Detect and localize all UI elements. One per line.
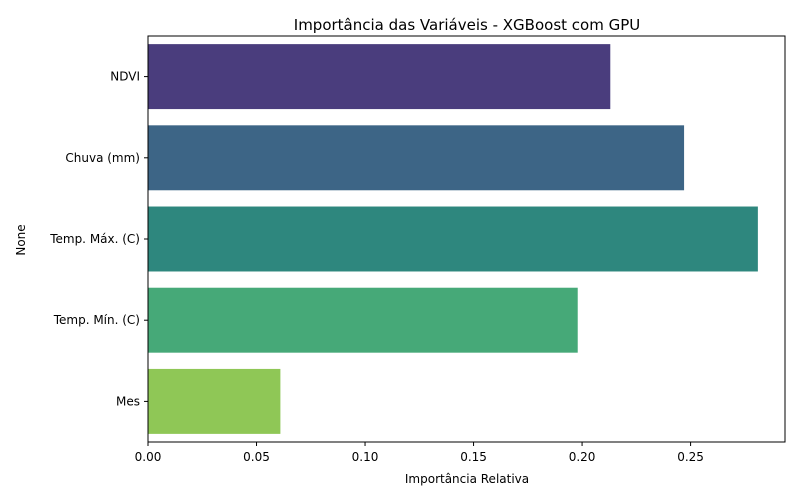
- y-tick-label: NDVI: [110, 70, 140, 84]
- bar-3: [148, 287, 578, 353]
- bar-4: [148, 368, 281, 434]
- y-axis: NDVI Chuva (mm) Temp. Máx. (C) Temp. Mín. (…: [49, 70, 148, 408]
- x-tick-label: 0.05: [243, 450, 270, 464]
- x-tick-label: 0.25: [677, 450, 704, 464]
- bars: [148, 44, 758, 434]
- y-tick-label: Temp. Máx. (C): [49, 232, 140, 246]
- y-tick-label: Mes: [116, 394, 140, 408]
- y-tick-label: Temp. Mín. (C): [53, 313, 140, 327]
- x-tick-label: 0.00: [135, 450, 162, 464]
- x-axis: 0.00 0.05 0.10 0.15 0.20 0.25: [135, 442, 704, 464]
- y-axis-label: None: [14, 224, 28, 255]
- bar-1: [148, 125, 685, 191]
- x-axis-label: Importância Relativa: [405, 472, 529, 486]
- bar-0: [148, 44, 611, 110]
- x-tick-label: 0.15: [460, 450, 487, 464]
- y-tick-label: Chuva (mm): [65, 151, 140, 165]
- bar-2: [148, 206, 758, 272]
- x-tick-label: 0.20: [569, 450, 596, 464]
- chart-title: Importância das Variáveis - XGBoost com …: [294, 16, 640, 34]
- x-tick-label: 0.10: [352, 450, 379, 464]
